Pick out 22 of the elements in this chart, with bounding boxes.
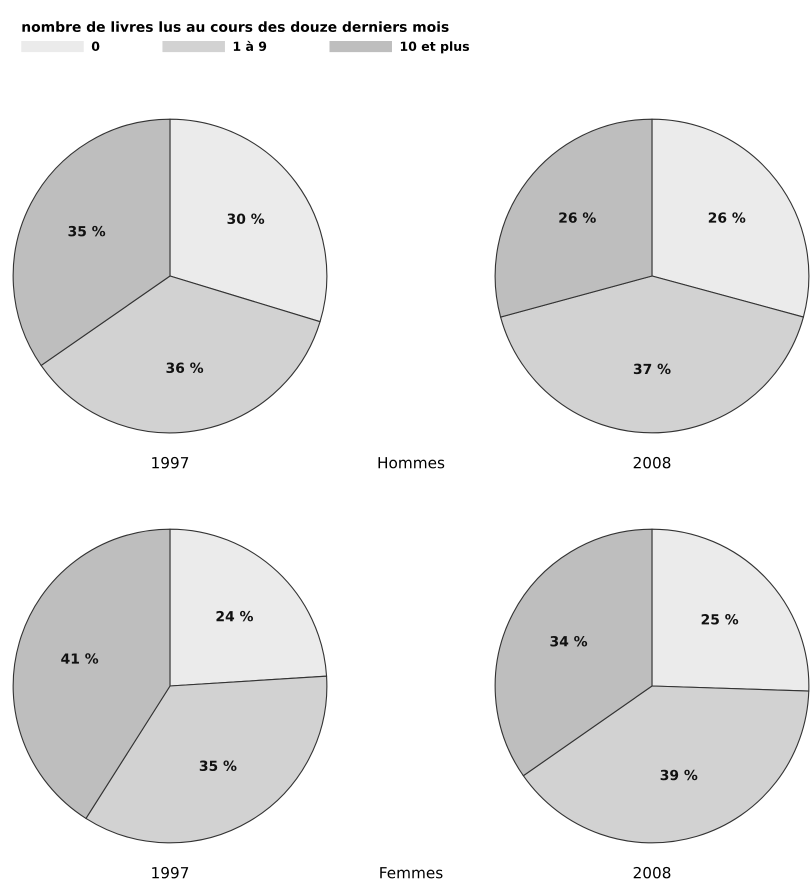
text: 1997 xyxy=(152,866,188,878)
text: 2008 xyxy=(634,456,670,468)
data-label: 34 % xyxy=(550,636,588,646)
data-label: 30 % xyxy=(228,213,264,224)
data-label: 35 % xyxy=(68,226,106,236)
data-label: 24 % xyxy=(216,610,254,622)
text: 1997 xyxy=(152,456,188,468)
data-label: 41 % xyxy=(61,653,98,664)
data-label: 26 % xyxy=(708,212,746,223)
data-label: 26 % xyxy=(559,212,596,223)
legend-title: nombre de livres lus au cours des douze derniers mois xyxy=(22,21,449,32)
data-label: 39 % xyxy=(660,770,698,780)
text: Hommes xyxy=(378,457,444,468)
text: Femmes xyxy=(380,867,442,878)
data-label: 25 % xyxy=(702,614,738,625)
legend-label: 1 à 9 xyxy=(234,40,266,51)
legend-label: 10 et plus xyxy=(400,41,470,54)
text: 2008 xyxy=(634,866,670,878)
data-label: 37 % xyxy=(634,364,671,374)
data-label: 35 % xyxy=(200,760,237,772)
legend-label: 0 xyxy=(92,42,100,51)
data-label: 36 % xyxy=(166,362,204,374)
